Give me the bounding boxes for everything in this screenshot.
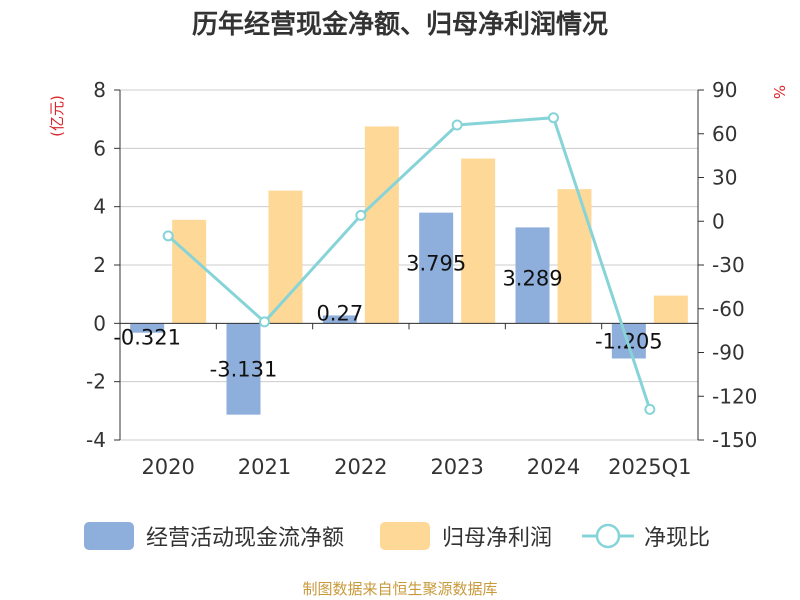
- bar-cashflow: [322, 315, 357, 324]
- bar-data-label: -0.321: [113, 326, 181, 350]
- right-tick-label: -30: [712, 253, 745, 277]
- line-point: [355, 209, 367, 221]
- line-net-cash-ratio: [167, 116, 652, 410]
- bar-cashflow: [611, 323, 646, 359]
- category-label: 2022: [334, 455, 387, 479]
- left-tick-label: 6: [93, 136, 106, 160]
- line-point: [259, 316, 270, 328]
- legend-label: 归母净利润: [442, 526, 552, 551]
- bar-data-label: 3.795: [406, 252, 466, 276]
- legend-swatch: [84, 522, 134, 550]
- chart-title: 历年经营现金净额、归母净利润情况: [191, 10, 608, 40]
- left-tick-label: 2: [93, 253, 106, 277]
- bar-cashflow: [515, 227, 550, 324]
- legend-swatch: [380, 522, 430, 550]
- bar-net-profit: [557, 189, 592, 324]
- bar-net-profit: [461, 158, 496, 324]
- line-point: [451, 119, 463, 131]
- source-note: 制图数据来自恒生聚源数据库: [302, 580, 498, 598]
- left-axis-unit-label: (亿元): [48, 95, 66, 137]
- category-label: 2024: [527, 455, 580, 479]
- right-axis-unit-label: %: [770, 85, 788, 99]
- right-tick-label: -60: [712, 297, 745, 321]
- line-point: [162, 230, 174, 242]
- category-label: 2020: [141, 455, 194, 479]
- bar-data-label: -3.131: [210, 358, 278, 382]
- right-tick-label: 30: [712, 166, 737, 190]
- bar-cashflow: [226, 323, 261, 415]
- left-tick-label: 8: [93, 78, 106, 102]
- right-tick-label: -120: [712, 384, 757, 408]
- left-tick-label: 4: [93, 195, 106, 219]
- legend-label: 经营活动现金流净额: [146, 526, 344, 551]
- bar-net-profit: [172, 219, 207, 324]
- category-label: 2023: [430, 455, 483, 479]
- right-tick-label: 60: [712, 122, 737, 146]
- right-tick-label: 0: [712, 209, 725, 233]
- bar-net-profit: [364, 126, 399, 324]
- category-label: 2025Q1: [608, 455, 691, 479]
- bar-cashflow: [130, 323, 165, 333]
- right-tick-label: -150: [712, 428, 757, 452]
- legend-swatch-marker: [595, 523, 621, 549]
- left-tick-label: 0: [93, 311, 106, 335]
- left-tick-label: -4: [86, 428, 106, 452]
- bar-net-profit: [653, 295, 688, 324]
- bar-net-profit: [268, 190, 303, 324]
- category-label: 2021: [238, 455, 291, 479]
- bar-data-label: 3.289: [502, 266, 562, 290]
- left-tick-label: -2: [86, 370, 106, 394]
- line-point: [644, 403, 656, 415]
- right-tick-label: -90: [712, 341, 745, 365]
- line-point: [548, 112, 559, 124]
- legend-label: 净现比: [644, 526, 710, 551]
- bar-data-label: 0.27: [316, 301, 363, 325]
- bar-cashflow: [419, 212, 454, 324]
- right-tick-label: 90: [712, 78, 737, 102]
